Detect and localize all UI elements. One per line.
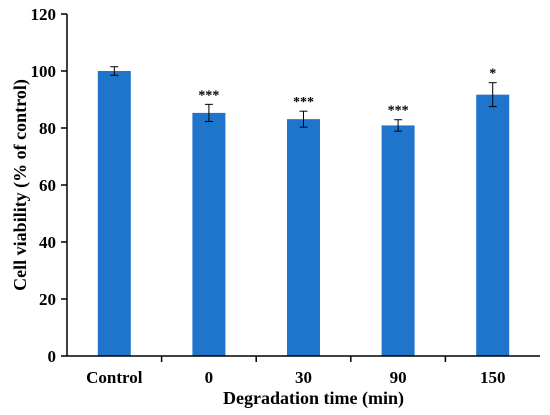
significance-marker: * xyxy=(489,67,496,82)
y-axis-title: Cell viability (% of control) xyxy=(10,79,31,291)
x-axis-ticks xyxy=(160,356,447,362)
y-axis-tick-labels: 0 20 40 60 80 100 120 xyxy=(31,5,57,366)
y-tick-label: 0 xyxy=(48,347,57,366)
x-tick-label: 90 xyxy=(390,368,407,387)
x-tick-label: 0 xyxy=(205,368,214,387)
error-bar xyxy=(110,66,119,76)
y-tick-label: 20 xyxy=(39,290,56,309)
error-bar xyxy=(299,110,308,128)
y-tick-label: 60 xyxy=(39,176,56,195)
x-axis-tick-labels: Control 0 30 90 150 xyxy=(86,368,505,387)
y-tick-label: 40 xyxy=(39,233,56,252)
error-bar xyxy=(394,119,403,132)
x-tick-label: 150 xyxy=(480,368,506,387)
significance-marker: *** xyxy=(388,104,409,119)
y-tick-label: 100 xyxy=(31,62,57,81)
bar-0 xyxy=(192,112,226,357)
bar-control xyxy=(97,71,131,356)
x-tick-label: 30 xyxy=(295,368,312,387)
error-bar xyxy=(488,82,497,108)
significance-markers: *** ******* xyxy=(198,67,496,119)
bar-30 xyxy=(287,119,320,356)
bar-150 xyxy=(476,94,510,356)
x-axis-title: Degradation time (min) xyxy=(223,388,404,409)
error-bar xyxy=(204,103,213,122)
x-tick-label: Control xyxy=(86,368,143,387)
error-bars xyxy=(110,66,497,132)
y-tick-label: 120 xyxy=(31,5,57,24)
bar-series xyxy=(97,71,510,357)
y-tick-label: 80 xyxy=(39,119,56,138)
bar-90 xyxy=(381,125,415,356)
significance-marker: *** xyxy=(293,95,314,110)
y-axis-ticks xyxy=(61,13,67,357)
significance-marker: *** xyxy=(198,88,219,103)
